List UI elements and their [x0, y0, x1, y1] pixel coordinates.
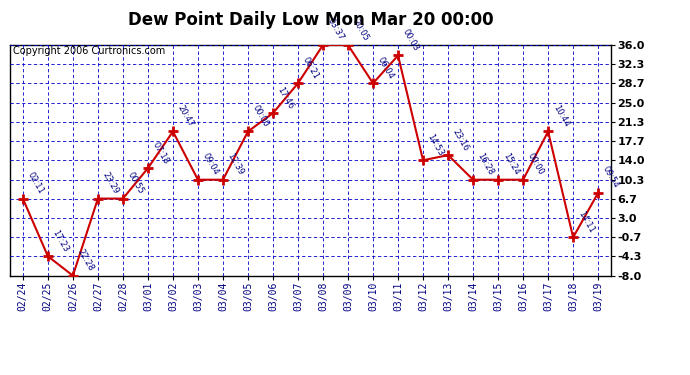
- Text: 23:16: 23:16: [451, 127, 471, 152]
- Text: 02:11: 02:11: [26, 171, 46, 196]
- Text: 23:29: 23:29: [101, 171, 120, 196]
- Text: 17:46: 17:46: [276, 85, 295, 110]
- Text: 00:55: 00:55: [126, 171, 146, 196]
- Text: 10:44: 10:44: [551, 104, 571, 129]
- Text: 06:04: 06:04: [376, 55, 395, 81]
- Text: 03:37: 03:37: [326, 17, 346, 42]
- Text: 07:18: 07:18: [150, 140, 170, 165]
- Text: 15:24: 15:24: [501, 152, 520, 177]
- Text: Copyright 2006 Curtronics.com: Copyright 2006 Curtronics.com: [13, 46, 166, 56]
- Text: 06:21: 06:21: [301, 55, 320, 81]
- Text: 17:23: 17:23: [50, 228, 70, 254]
- Text: 20:05: 20:05: [351, 17, 371, 42]
- Text: 14:11: 14:11: [576, 210, 595, 235]
- Text: 20:47: 20:47: [176, 104, 195, 129]
- Text: 00:03: 00:03: [401, 27, 420, 53]
- Text: 14:53: 14:53: [426, 132, 446, 158]
- Text: Dew Point Daily Low Mon Mar 20 00:00: Dew Point Daily Low Mon Mar 20 00:00: [128, 11, 493, 29]
- Text: 09:54: 09:54: [601, 165, 620, 190]
- Text: 16:28: 16:28: [476, 152, 495, 177]
- Text: 22:28: 22:28: [76, 248, 95, 273]
- Text: 09:04: 09:04: [201, 152, 220, 177]
- Text: 00:00: 00:00: [250, 104, 270, 129]
- Text: 12:39: 12:39: [226, 152, 246, 177]
- Text: 00:00: 00:00: [526, 152, 546, 177]
